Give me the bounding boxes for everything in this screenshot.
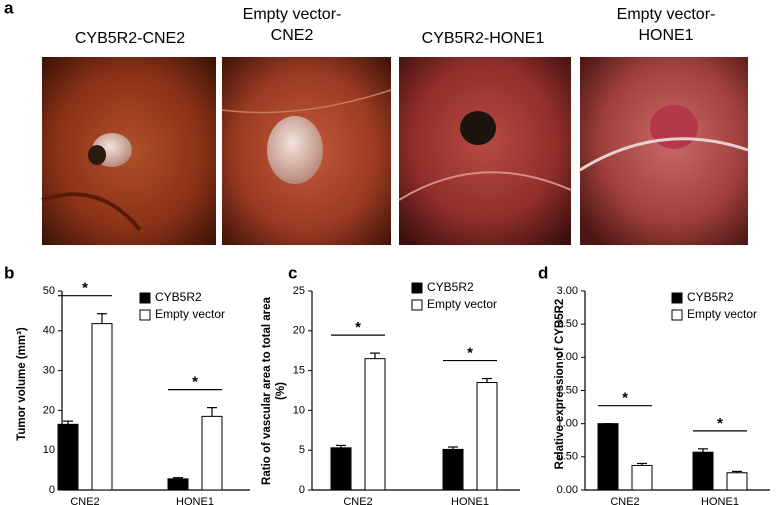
y-tick-label: 0.50 [557, 451, 578, 463]
error-bar [482, 377, 492, 383]
significance-star: * [622, 390, 628, 407]
error-bar [97, 313, 107, 324]
y-tick-label: 3.00 [557, 285, 578, 297]
error-bar [637, 462, 647, 466]
bar [631, 464, 653, 491]
y-tick-label: 40 [43, 325, 55, 337]
error-bar [698, 448, 708, 453]
y-tick-label: 5 [299, 444, 305, 456]
bar [726, 472, 748, 491]
bar [91, 323, 113, 491]
y-tick-label: 0 [299, 484, 305, 496]
photo [221, 57, 392, 245]
y-tick-label: 20 [293, 325, 305, 337]
significance-star: * [467, 345, 473, 362]
x-tick-label: CNE2 [610, 496, 639, 505]
photo-caption: Empty vector-HONE1 [616, 6, 716, 44]
photo [41, 57, 216, 245]
y-tick-label: 15 [293, 365, 305, 377]
legend-label: CYB5R2 [155, 290, 202, 304]
y-tick-label: 1.00 [557, 418, 578, 430]
bar [330, 447, 352, 491]
legend-label: Empty vector [427, 297, 497, 311]
y-tick-label: 0.00 [557, 484, 578, 496]
error-bar [173, 477, 183, 479]
y-tick-label: 10 [43, 444, 55, 456]
panel-label: a [4, 0, 14, 17]
photo-caption: CYB5R2-HONE1 [421, 30, 545, 47]
legend-label: Empty vector [687, 307, 757, 321]
bar [597, 423, 619, 491]
y-axis-label: Relative expression of CYB5R2 [554, 298, 566, 469]
legend-label: Empty vector [155, 307, 225, 321]
x-tick-label: HONE1 [701, 496, 739, 505]
photo-caption: CYB5R2-CNE2 [74, 30, 186, 47]
y-axis-label: Tumor volume (mm³) [16, 326, 28, 441]
error-bar [63, 420, 73, 425]
bar [167, 478, 189, 491]
legend-label: CYB5R2 [427, 280, 474, 294]
panel-label: c [288, 263, 297, 282]
bar [442, 448, 464, 491]
x-tick-label: CNE2 [70, 496, 99, 505]
error-bar [370, 352, 380, 359]
legend-swatch [139, 292, 151, 304]
bar [692, 451, 714, 491]
panel-label: d [538, 263, 548, 282]
bar [201, 415, 223, 491]
error-bar [336, 444, 346, 448]
significance-star: * [82, 280, 88, 297]
legend-swatch [411, 282, 423, 294]
x-tick-label: HONE1 [176, 496, 214, 505]
error-bar [207, 407, 217, 417]
x-tick-label: HONE1 [451, 496, 489, 505]
bar [57, 423, 79, 491]
photo [579, 57, 749, 245]
y-tick-label: 30 [43, 365, 55, 377]
significance-star: * [192, 374, 198, 391]
panel-label: b [4, 263, 14, 282]
y-tick-label: 10 [293, 404, 305, 416]
significance-star: * [717, 415, 723, 432]
x-tick-label: CNE2 [343, 496, 372, 505]
bar [364, 358, 386, 491]
y-tick-label: 0 [49, 484, 55, 496]
error-bar [448, 446, 458, 450]
legend-label: CYB5R2 [687, 290, 734, 304]
legend-swatch [671, 292, 683, 304]
y-tick-label: 50 [43, 285, 55, 297]
y-tick-label: 25 [293, 285, 305, 297]
y-tick-label: 20 [43, 404, 55, 416]
significance-star: * [355, 319, 361, 336]
y-tick-label: 1.50 [557, 384, 578, 396]
photo-caption: Empty vector-CNE2 [242, 6, 342, 44]
bar [476, 382, 498, 491]
legend-swatch [139, 309, 151, 321]
error-bar [732, 470, 742, 473]
y-tick-label: 2.50 [557, 318, 578, 330]
legend-swatch [411, 299, 423, 311]
y-axis-label: Ratio of vascular area to total area (%) [261, 296, 287, 485]
photo [398, 57, 572, 245]
legend-swatch [671, 309, 683, 321]
y-tick-label: 2.00 [557, 351, 578, 363]
